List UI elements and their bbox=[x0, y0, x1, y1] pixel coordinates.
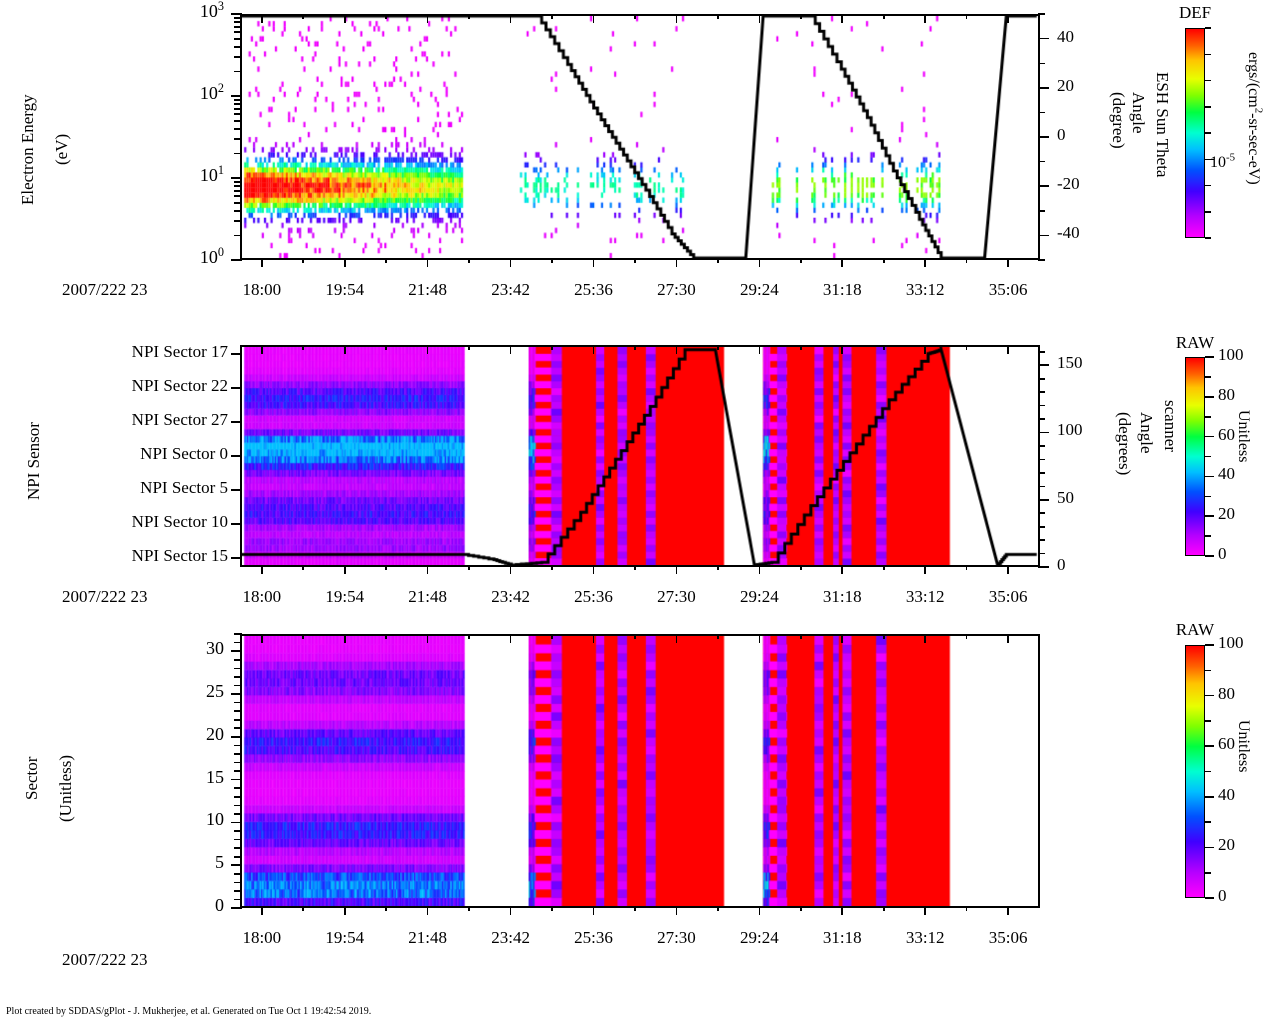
y-tick-label: 0 bbox=[215, 895, 224, 915]
panel2-right-label-line3: (degrees) bbox=[1115, 412, 1134, 476]
panel1-right-label-line2: Angle bbox=[1129, 92, 1148, 134]
colorbar3-title: RAW bbox=[1175, 620, 1215, 639]
y-tick-label: NPI Sector 22 bbox=[131, 376, 228, 395]
x-tick-label: 25:36 bbox=[574, 928, 613, 947]
right-tick-label: 50 bbox=[1057, 487, 1074, 507]
plot-area-electron-energy bbox=[240, 14, 1040, 260]
x-tick-label: 19:54 bbox=[325, 280, 365, 299]
right-tick-label: -20 bbox=[1057, 174, 1080, 194]
x-tick-label: 33:12 bbox=[905, 928, 945, 947]
x-tick-label: 35:06 bbox=[988, 280, 1028, 299]
x-tick-label: 35:06 bbox=[988, 928, 1028, 947]
colorbar-tick-label: 0 bbox=[1218, 886, 1227, 905]
figure-caption: Plot created by SDDAS/gPlot - J. Mukherj… bbox=[6, 1006, 372, 1017]
colorbar-tick-label: 80 bbox=[1218, 384, 1235, 404]
colorbar-tick-label: 100 bbox=[1218, 345, 1244, 364]
panel2-right-label-line2: Angle bbox=[1137, 412, 1156, 454]
y-tick-label: 20 bbox=[206, 723, 224, 744]
plot-area-sector bbox=[240, 634, 1040, 908]
y-tick-label: 103 bbox=[199, 0, 224, 21]
x-tick-label: 31:18 bbox=[822, 587, 862, 606]
colorbar2-gradient bbox=[1185, 357, 1205, 556]
colorbar-tick-label: 100 bbox=[1218, 633, 1244, 652]
y-tick-label: NPI Sector 0 bbox=[140, 444, 228, 463]
colorbar1-gradient bbox=[1185, 28, 1205, 238]
y-tick-label: 102 bbox=[199, 81, 224, 103]
x-tick-label: 35:06 bbox=[988, 587, 1028, 606]
panel1-right-label-line3: (degree) bbox=[1109, 92, 1128, 149]
x-tick-label: 23:42 bbox=[491, 928, 530, 947]
colorbar-tick-label: 40 bbox=[1218, 464, 1235, 484]
panel1-ylabel-line1: Electron Energy bbox=[18, 94, 37, 205]
x-tick-label: 31:18 bbox=[822, 280, 862, 299]
x-tick-label: 18:00 bbox=[242, 280, 282, 299]
colorbar3-unit-label: Unitless bbox=[1235, 720, 1252, 773]
x-tick-label: 27:30 bbox=[657, 587, 696, 606]
x-tick-label: 18:00 bbox=[242, 587, 282, 606]
y-tick-label: NPI Sector 5 bbox=[140, 478, 228, 497]
colorbar3-gradient bbox=[1185, 645, 1205, 898]
right-tick-label: 0 bbox=[1057, 555, 1066, 574]
plot-area-npi-sensor bbox=[240, 345, 1040, 567]
x-tick-label: 25:36 bbox=[574, 280, 613, 299]
right-tick-label: 20 bbox=[1057, 75, 1074, 95]
x-tick-label: 21:48 bbox=[408, 280, 448, 299]
y-tick-label: 5 bbox=[215, 852, 224, 873]
x-tick-label: 29:24 bbox=[739, 587, 779, 606]
y-tick-label: 100 bbox=[199, 245, 224, 267]
panel2-right-label-line1: scanner bbox=[1161, 400, 1180, 452]
x-tick-label: 27:30 bbox=[657, 280, 696, 299]
y-tick-label: NPI Sector 17 bbox=[131, 342, 228, 361]
colorbar-tick-label: 20 bbox=[1218, 835, 1235, 855]
x-tick-label: 25:36 bbox=[574, 587, 613, 606]
y-tick-label: 101 bbox=[199, 163, 224, 185]
colorbar2-title: RAW bbox=[1175, 333, 1215, 352]
y-tick-label: 25 bbox=[206, 680, 224, 701]
x-tick-label: 33:12 bbox=[905, 280, 945, 299]
y-tick-label: NPI Sector 10 bbox=[131, 512, 228, 531]
x-tick-label: 23:42 bbox=[491, 587, 530, 606]
colorbar2-unit-label: Unitless bbox=[1235, 410, 1252, 463]
y-tick-label: NPI Sector 27 bbox=[131, 410, 228, 429]
x-tick-label: 23:42 bbox=[491, 280, 530, 299]
x-tick-label: 21:48 bbox=[408, 928, 448, 947]
y-tick-label: 15 bbox=[206, 766, 224, 787]
right-tick-label: -40 bbox=[1057, 223, 1080, 243]
x-tick-label: 29:24 bbox=[739, 280, 779, 299]
right-tick-label: 100 bbox=[1057, 420, 1083, 440]
panel3-ylabel-line2: (Unitless) bbox=[56, 754, 75, 822]
x-tick-label: 29:24 bbox=[739, 928, 779, 947]
x-tick-label: 27:30 bbox=[657, 928, 696, 947]
colorbar-tick-label: 0 bbox=[1218, 544, 1227, 563]
colorbar-tick-label: 60 bbox=[1218, 424, 1235, 444]
y-tick-label: 30 bbox=[206, 638, 224, 659]
colorbar1-unit-label: ergs/(cm2-sr-sec-eV) bbox=[1245, 52, 1265, 185]
x-tick-label: 18:00 bbox=[242, 928, 282, 947]
x-tick-label: 33:12 bbox=[905, 587, 945, 606]
panel3-date-prefix: 2007/222 23 bbox=[62, 950, 148, 969]
colorbar1-title: DEF bbox=[1178, 3, 1212, 22]
x-tick-label: 19:54 bbox=[325, 928, 365, 947]
npi-sensor-heatmap bbox=[242, 347, 1038, 565]
right-tick-label: 150 bbox=[1057, 353, 1083, 373]
panel2-date-prefix: 2007/222 23 bbox=[62, 587, 148, 606]
colorbar-tick-label: 80 bbox=[1218, 683, 1235, 703]
x-tick-label: 31:18 bbox=[822, 928, 862, 947]
right-tick-label: 0 bbox=[1057, 125, 1066, 144]
colorbar1-mid-tick-label: 10-5 bbox=[1210, 151, 1236, 171]
colorbar-tick-label: 40 bbox=[1218, 784, 1235, 804]
x-tick-label: 21:48 bbox=[408, 587, 448, 606]
electron-energy-heatmap bbox=[242, 16, 1038, 258]
sector-heatmap bbox=[242, 636, 1038, 906]
colorbar-tick-label: 60 bbox=[1218, 734, 1235, 754]
right-tick-label: 40 bbox=[1057, 26, 1074, 46]
panel3-ylabel-line1: Sector bbox=[22, 756, 41, 800]
x-tick-label: 19:54 bbox=[325, 587, 365, 606]
panel1-ylabel-line2: (eV) bbox=[52, 133, 71, 165]
y-tick-label: NPI Sector 15 bbox=[131, 546, 228, 565]
y-tick-label: 10 bbox=[206, 809, 224, 830]
panel1-date-prefix: 2007/222 23 bbox=[62, 280, 148, 299]
colorbar-tick-label: 20 bbox=[1218, 504, 1235, 524]
panel1-right-label-line1: ESH Sun Theta bbox=[1153, 72, 1172, 178]
